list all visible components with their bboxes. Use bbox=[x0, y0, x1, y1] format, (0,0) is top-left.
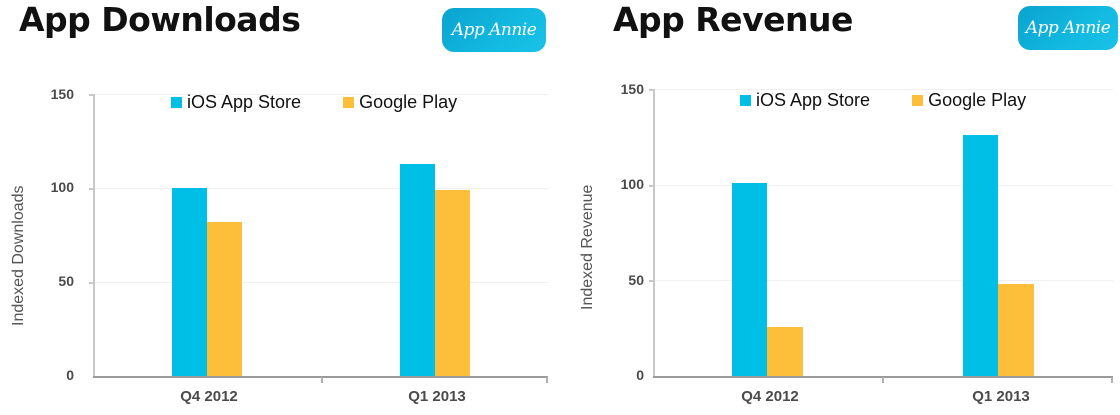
downloads-panel: App Downloads App Annie Indexed Download… bbox=[10, 0, 548, 405]
app-annie-logo: App Annie bbox=[1018, 6, 1118, 50]
gridline bbox=[93, 282, 548, 283]
y-tick bbox=[89, 188, 95, 190]
app-annie-logo: App Annie bbox=[442, 8, 546, 52]
y-tick bbox=[89, 94, 95, 96]
legend-swatch-icon bbox=[343, 97, 355, 108]
bar-google-q4-2012 bbox=[767, 327, 803, 376]
legend-item-ios: iOS App Store bbox=[171, 92, 301, 113]
plot-area: iOS App Store Google Play bbox=[89, 92, 548, 383]
legend-label: Google Play bbox=[359, 92, 458, 112]
gridline bbox=[653, 280, 1113, 281]
legend-label: iOS App Store bbox=[756, 90, 871, 110]
gridline bbox=[653, 89, 1113, 90]
y-tick-label: 100 bbox=[620, 176, 644, 192]
y-tick bbox=[649, 185, 655, 187]
bar-ios-q4-2012 bbox=[732, 183, 767, 376]
bar-google-q1-2013 bbox=[998, 284, 1034, 376]
legend-swatch-icon bbox=[912, 95, 924, 106]
bar-ios-q1-2013 bbox=[963, 135, 998, 376]
legend-item-google: Google Play bbox=[343, 92, 457, 113]
chart-title: App Revenue bbox=[613, 0, 853, 39]
y-tick-label: 0 bbox=[66, 367, 74, 383]
y-tick-label: 50 bbox=[628, 272, 644, 288]
gridline bbox=[93, 188, 548, 189]
bar-google-q1-2013 bbox=[435, 190, 470, 376]
x-tick-label: Q4 2012 bbox=[741, 388, 799, 405]
legend-item-ios: iOS App Store bbox=[740, 90, 870, 111]
legend: iOS App Store Google Play bbox=[740, 90, 1068, 111]
x-axis bbox=[93, 376, 548, 378]
y-axis-title: Indexed Downloads bbox=[10, 185, 27, 326]
legend-label: iOS App Store bbox=[187, 92, 302, 112]
revenue-panel: App Revenue App Annie Indexed Revenue 15… bbox=[560, 0, 1120, 415]
x-tick bbox=[546, 377, 548, 383]
y-tick-label: 150 bbox=[620, 81, 644, 97]
y-tick bbox=[89, 282, 95, 284]
x-tick bbox=[1111, 377, 1113, 383]
x-tick bbox=[882, 377, 884, 383]
y-tick-label: 0 bbox=[636, 367, 644, 383]
y-tick bbox=[649, 89, 655, 91]
legend: iOS App Store Google Play bbox=[171, 92, 499, 113]
y-tick-label: 150 bbox=[50, 86, 74, 102]
y-tick bbox=[649, 280, 655, 282]
x-tick-label: Q1 2013 bbox=[408, 388, 466, 405]
legend-swatch-icon bbox=[740, 95, 751, 106]
x-tick bbox=[321, 377, 323, 383]
legend-swatch-icon bbox=[171, 97, 182, 108]
bar-ios-q1-2013 bbox=[400, 164, 435, 376]
chart-title: App Downloads bbox=[19, 0, 301, 39]
x-tick-label: Q4 2012 bbox=[180, 388, 238, 405]
y-axis-title: Indexed Revenue bbox=[579, 184, 596, 310]
x-tick-label: Q1 2013 bbox=[972, 388, 1030, 405]
y-axis bbox=[653, 89, 655, 378]
y-tick-label: 100 bbox=[50, 179, 74, 195]
plot-area: iOS App Store Google Play bbox=[649, 89, 1113, 383]
legend-item-google: Google Play bbox=[912, 90, 1026, 111]
bar-google-q4-2012 bbox=[207, 222, 242, 376]
gridline bbox=[93, 94, 548, 95]
y-axis bbox=[93, 94, 95, 378]
bar-ios-q4-2012 bbox=[172, 188, 207, 376]
gridline bbox=[653, 185, 1113, 186]
legend-label: Google Play bbox=[928, 90, 1027, 110]
y-tick-label: 50 bbox=[58, 273, 74, 289]
